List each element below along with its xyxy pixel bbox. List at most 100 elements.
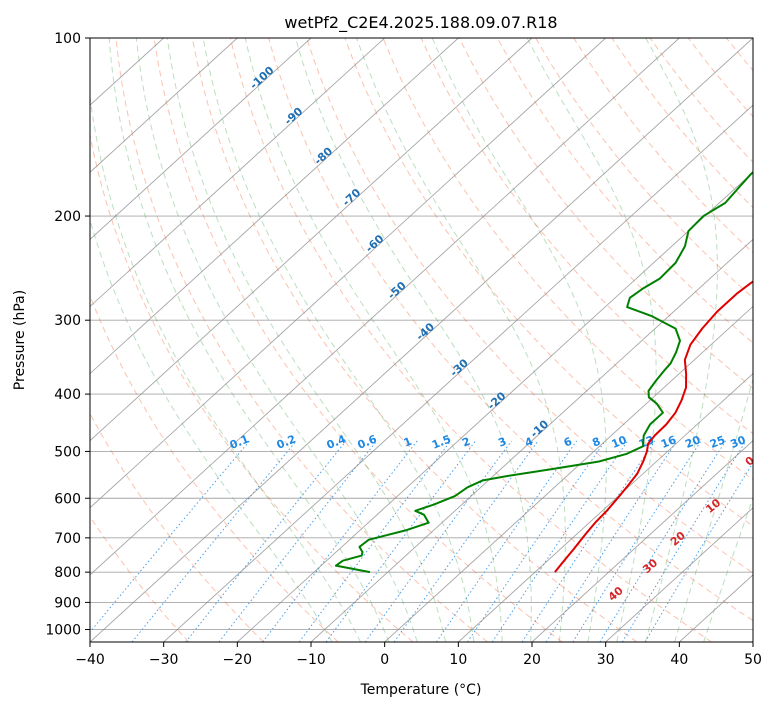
dry-adiabat-label: -70	[340, 186, 364, 209]
mixing-ratio-line	[90, 440, 250, 633]
mixing-ratio-label: 30	[728, 433, 747, 451]
moist-adiabat-label: 0	[743, 454, 757, 469]
isotherm-gridline	[531, 440, 753, 642]
isotherm-gridline	[90, 38, 385, 308]
mixing-ratio-label: 8	[590, 435, 602, 450]
moist-adiabat-line	[90, 218, 333, 642]
dry-adiabat-line	[687, 38, 753, 118]
mixing-ratio-label: 0.4	[325, 432, 348, 451]
mixing-ratio-label: 2	[460, 435, 472, 450]
y-tick-label: 300	[54, 313, 81, 329]
mixing-ratio-line	[545, 440, 678, 642]
mixing-ratio-line	[185, 440, 347, 642]
isotherm-gridline	[605, 507, 753, 642]
isotherm-gridline	[90, 38, 533, 442]
mixing-ratio-line	[644, 461, 753, 642]
x-tick-label: 0	[380, 652, 389, 668]
x-tick-label: −20	[223, 652, 253, 668]
dry-adiabat-line	[90, 412, 264, 642]
y-tick-label: 100	[54, 31, 81, 47]
moist-adiabat-line	[674, 377, 753, 642]
moist-adiabat-line	[108, 38, 390, 642]
y-tick-label: 400	[54, 387, 81, 403]
y-tick-label: 700	[54, 531, 81, 547]
isotherm-gridline	[90, 38, 238, 173]
dry-adiabat-label: -90	[282, 105, 306, 128]
isotherm-gridline	[90, 38, 606, 509]
moist-adiabat-line	[202, 38, 475, 642]
x-tick-label: 30	[597, 652, 615, 668]
mixing-ratio-line	[393, 440, 539, 642]
mixing-ratio-label: 1	[402, 435, 414, 450]
moist-adiabat-line	[645, 38, 718, 642]
dry-adiabat-line	[191, 38, 638, 642]
x-axis-title: Temperature (°C)	[360, 682, 482, 698]
x-tick-label: 40	[670, 652, 688, 668]
mixing-ratio-label: 0.1	[228, 432, 251, 451]
mixing-ratio-label: 0.2	[275, 432, 298, 451]
moist-adiabat-line	[703, 496, 753, 642]
mixing-ratio-line	[436, 440, 578, 642]
background-lines	[90, 38, 775, 642]
dry-adiabat-line	[306, 38, 753, 574]
dry-adiabat-label: -20	[485, 389, 509, 412]
isotherm-gridline	[90, 38, 680, 576]
isotherm-gridline	[90, 38, 312, 240]
dry-adiabat-line	[344, 38, 753, 527]
x-tick-label: 20	[523, 652, 541, 668]
y-tick-label: 1000	[45, 622, 81, 638]
dry-adiabat-line	[420, 38, 753, 435]
mixing-ratio-line	[467, 440, 606, 642]
isotherm-gridline	[163, 104, 753, 642]
isotherm-gridline	[384, 305, 753, 642]
isotherm-gridline	[752, 641, 753, 642]
y-tick-label: 600	[54, 491, 81, 507]
moist-adiabat-line	[431, 38, 607, 642]
moist-adiabat-line	[295, 38, 532, 642]
moist-adiabat-label: 40	[606, 584, 626, 604]
moist-adiabat-label: 10	[703, 496, 723, 516]
dry-adiabat-line	[497, 38, 753, 344]
dry-adiabat-label: -100	[247, 64, 276, 92]
mixing-ratio-line	[298, 440, 452, 642]
x-axis-ticks: −40 −30 −20 −10 0 10 20 30 40 50	[75, 642, 762, 668]
x-tick-label: 10	[449, 652, 467, 668]
mixing-ratio-label: 10	[610, 433, 629, 451]
y-axis-ticks: 100 200 300 400 500 600 700 800 900 1000	[45, 31, 90, 638]
x-tick-label: 50	[744, 652, 762, 668]
dry-adiabat-line	[90, 132, 414, 642]
moist-adiabat-line	[356, 38, 566, 642]
mixing-ratio-label: 25	[708, 433, 727, 451]
dry-adiabat-label: -40	[414, 320, 438, 343]
mixing-ratio-label: 20	[683, 433, 702, 451]
x-tick-label: −40	[75, 652, 105, 668]
y-tick-label: 200	[54, 209, 81, 225]
moist-adiabat-line	[526, 38, 657, 642]
profile-lines	[334, 170, 753, 574]
moist-adiabat-label: 20	[668, 529, 688, 549]
plot-frame	[89, 37, 754, 643]
mixing-ratio-line	[131, 440, 297, 642]
dry-adiabat-line	[90, 515, 190, 642]
mixing-ratio-line	[572, 440, 702, 642]
mixing-ratio-line	[599, 440, 727, 642]
dewpoint-line	[334, 170, 753, 574]
mixing-ratio-line	[521, 440, 656, 642]
dry-adiabat-line	[115, 38, 488, 642]
x-tick-label: −10	[296, 652, 326, 668]
mixing-ratio-label: 6	[562, 435, 574, 450]
moist-adiabat-label: 30	[640, 556, 660, 576]
dry-adiabat-line	[153, 38, 563, 642]
moist-adiabat-line	[244, 38, 503, 642]
mixing-ratio-line	[325, 440, 476, 642]
moist-adiabat-line	[135, 38, 418, 642]
mixing-ratio-line	[491, 440, 629, 642]
dry-adiabat-label: -10	[528, 417, 552, 440]
dry-adiabat-label: -30	[448, 356, 472, 379]
moist-adiabat-line	[166, 38, 447, 642]
x-tick-label: −30	[149, 652, 179, 668]
dry-adiabat-line	[765, 38, 775, 642]
dry-adiabat-label: -50	[385, 279, 409, 302]
dry-adiabat-line	[535, 38, 753, 299]
